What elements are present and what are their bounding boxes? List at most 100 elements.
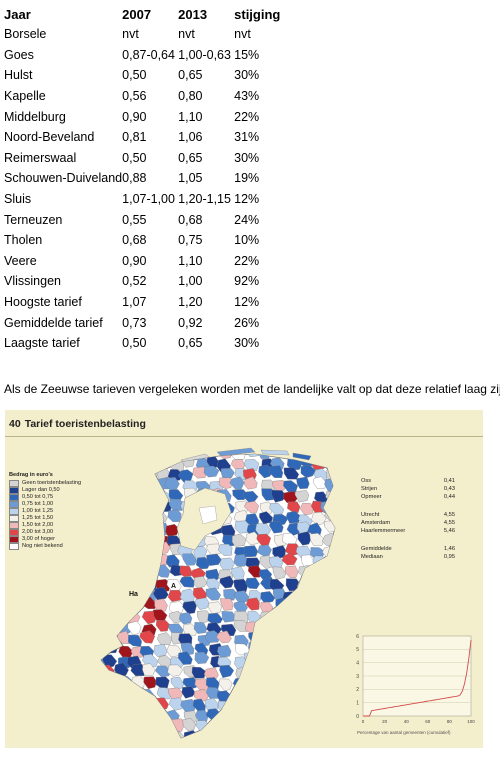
municipality-area xyxy=(299,707,316,720)
municipality-area xyxy=(287,501,301,513)
table-row: Schouwen-Duiveland 0,88 1,05 19% xyxy=(4,168,280,189)
municipality-area xyxy=(194,597,210,610)
municipality-area xyxy=(104,490,118,503)
municipality-area xyxy=(101,643,107,656)
legend-label: 1,00 tot 1,25 xyxy=(22,507,54,514)
municipality-area xyxy=(216,630,232,644)
municipality-area xyxy=(244,698,260,710)
legend-swatch xyxy=(9,535,19,543)
municipality-area xyxy=(101,531,108,545)
municipality-area xyxy=(294,490,309,503)
legend-swatch xyxy=(9,514,19,522)
municipality-area xyxy=(296,641,312,656)
municipality-area xyxy=(119,599,134,612)
tariff-2013-cell: 1,20-1,15 xyxy=(178,192,231,207)
municipality-area xyxy=(183,623,198,636)
municipality-area xyxy=(179,576,195,588)
municipality-area xyxy=(231,533,247,547)
municipality-area xyxy=(208,722,224,736)
figure-title-text: Tarief toeristenbelasting xyxy=(24,418,146,430)
municipality-area xyxy=(126,512,141,524)
municipality-area xyxy=(311,655,327,668)
municipality-area xyxy=(272,566,287,580)
municipality-area xyxy=(281,552,298,566)
municipality-area xyxy=(229,700,246,713)
municipality-area xyxy=(325,554,335,567)
municipality-area xyxy=(208,732,223,738)
municipality-area xyxy=(140,544,154,557)
table-row: Veere 0,90 1,10 22% xyxy=(4,251,280,272)
municipality-area xyxy=(102,576,115,590)
municipality-cell: Reimerswaal xyxy=(4,150,77,165)
municipality-area xyxy=(178,651,193,665)
municipality-area xyxy=(105,468,121,481)
curve-y-tick: 5 xyxy=(356,647,359,653)
curve-y-tick: 3 xyxy=(356,674,359,680)
map-city-label: A xyxy=(171,583,176,590)
municipality-area xyxy=(309,533,325,546)
municipality-area xyxy=(129,467,145,481)
tariff-2013-cell: 0,92 xyxy=(178,315,203,330)
stats-name: Amsterdam xyxy=(361,520,391,526)
legend-label: 0,75 tot 1,00 xyxy=(22,500,54,507)
tariff-2007-cell: 0,56 xyxy=(122,89,147,104)
municipality-area xyxy=(182,718,197,731)
municipality-area xyxy=(296,521,311,534)
municipality-area xyxy=(184,730,197,738)
municipality-area xyxy=(154,665,172,678)
stats-group-highest: Utrecht 4,55 Amsterdam 4,55 Haarlemmermeer 5,… xyxy=(361,512,455,536)
municipality-area xyxy=(179,565,193,577)
municipality-area xyxy=(243,545,258,558)
table-row: Goes 0,87-0,64 1,00-0,63 15% xyxy=(4,45,280,66)
stats-row: Gemiddelde 1,46 xyxy=(361,546,455,554)
municipality-area xyxy=(118,481,134,493)
municipality-area xyxy=(152,587,169,601)
legend-swatch xyxy=(9,493,19,501)
tariff-2013-cell: 1,00-0,63 xyxy=(178,47,231,62)
municipality-area xyxy=(235,732,249,738)
municipality-area xyxy=(103,477,121,492)
municipality-area xyxy=(233,712,248,724)
municipality-area xyxy=(178,633,193,646)
municipality-cell: Terneuzen xyxy=(4,212,63,227)
municipality-area xyxy=(101,602,107,614)
municipality-area xyxy=(323,699,335,714)
municipality-area xyxy=(256,533,272,548)
increase-cell: 12% xyxy=(234,192,260,207)
municipality-area xyxy=(248,642,264,654)
municipality-area xyxy=(101,687,105,700)
municipality-area xyxy=(218,477,233,489)
municipality-area xyxy=(274,723,289,736)
table-header-row: Jaar 2007 2013 stijging xyxy=(4,4,280,24)
tariff-2013-cell: 1,05 xyxy=(178,171,203,186)
table-row: Sluis 1,07-1,00 1,20-1,15 12% xyxy=(4,189,280,210)
municipality-cell: Gemiddelde tarief xyxy=(4,315,103,330)
municipality-area xyxy=(310,678,326,691)
municipality-area xyxy=(205,587,221,601)
municipality-area xyxy=(102,521,118,534)
municipality-area xyxy=(142,721,157,736)
legend-label: 1,25 tot 1,50 xyxy=(22,514,54,521)
municipality-area xyxy=(130,696,145,710)
municipality-area xyxy=(285,632,301,645)
municipality-cell: Veere xyxy=(4,253,37,268)
municipality-area xyxy=(258,632,273,645)
header-2013: 2013 xyxy=(178,6,208,22)
legend-swatch xyxy=(9,479,19,487)
municipality-area xyxy=(143,455,157,468)
municipality-area xyxy=(311,511,327,526)
municipality-area xyxy=(101,679,104,692)
municipality-area xyxy=(165,524,180,538)
tariff-2007-cell: 0,50 xyxy=(122,336,147,351)
municipality-area xyxy=(101,520,102,533)
municipality-cell: Borsele xyxy=(4,27,47,42)
municipality-area xyxy=(104,454,120,459)
legend-heading: Bedrag in euro's xyxy=(9,472,53,478)
legend-label: 0,50 tot 0,75 xyxy=(22,493,54,500)
municipality-area xyxy=(271,480,286,493)
stats-row: Strijen 0,43 xyxy=(361,486,455,494)
municipality-area xyxy=(101,478,106,491)
municipality-area xyxy=(101,608,104,622)
increase-cell: 26% xyxy=(234,315,260,330)
municipality-area xyxy=(311,718,324,731)
